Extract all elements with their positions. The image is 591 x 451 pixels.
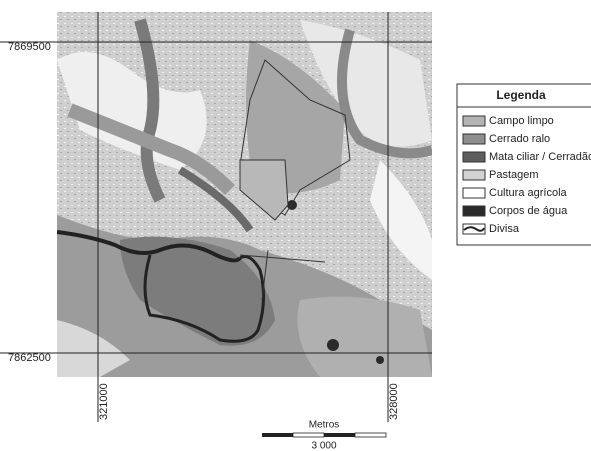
legend-swatch	[463, 206, 485, 216]
legend-swatch	[463, 152, 485, 162]
legend-label: Cerrado ralo	[489, 133, 550, 145]
northing-label: 7862500	[8, 352, 51, 364]
legend-label: Mata ciliar / Cerradão	[489, 151, 591, 163]
scale-unit: Metros	[309, 420, 340, 431]
easting-label: 321000	[98, 383, 110, 420]
legend-swatch	[463, 188, 485, 198]
legend-title: Legenda	[496, 88, 546, 102]
legend-label: Campo limpo	[489, 115, 554, 127]
legend-swatch	[463, 170, 485, 180]
page: {"map":{ "northings":["7869500","7862500…	[0, 0, 591, 451]
legend-box	[457, 84, 591, 245]
scale-length: 3 000	[311, 441, 336, 451]
legend-label: Pastagem	[489, 169, 539, 181]
legend-label: Divisa	[489, 223, 520, 235]
map-raster	[57, 12, 432, 377]
map-figure: 7869500 7862500 321000 328000 Legenda Ca…	[0, 0, 591, 451]
northing-label: 7869500	[8, 41, 51, 53]
legend-label: Corpos de água	[489, 205, 568, 217]
legend-swatch	[463, 116, 485, 126]
legend-label: Cultura agrícola	[489, 187, 568, 199]
scale-bar: Metros 3 000	[262, 420, 386, 451]
legend-swatch	[463, 134, 485, 144]
easting-label: 328000	[388, 383, 400, 420]
legend: Legenda Campo limpo Cerrado ralo Mata cili…	[457, 84, 591, 245]
